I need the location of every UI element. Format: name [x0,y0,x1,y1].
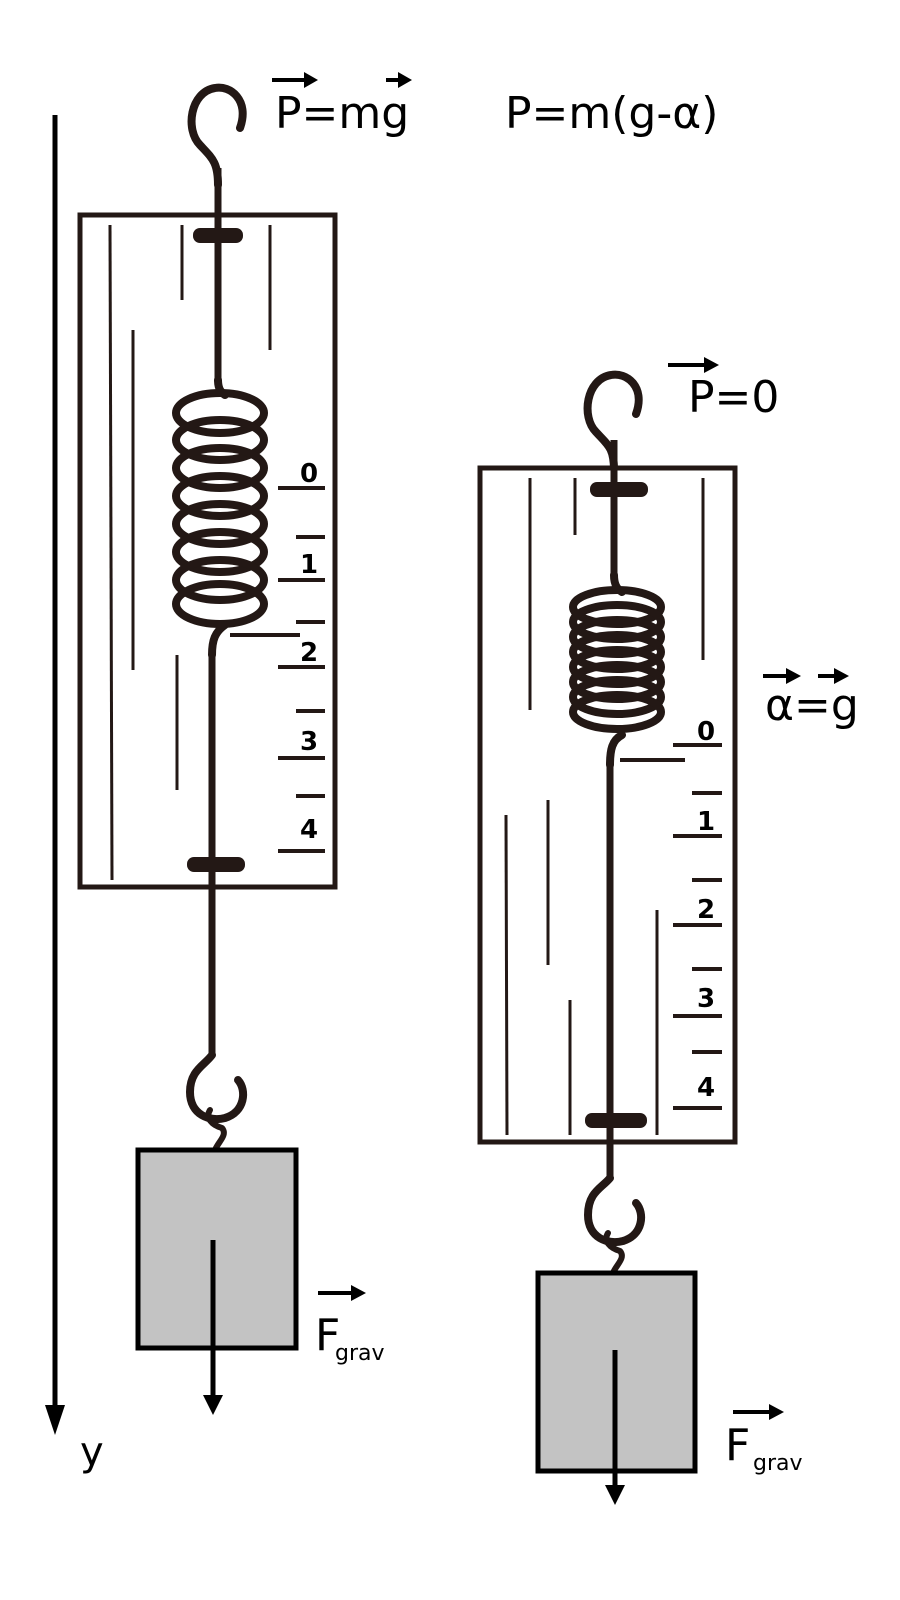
y-axis-label: y [80,1429,104,1475]
right-formula-p: P [688,372,715,423]
right-tick-label-0: 0 [697,717,715,747]
left-force-label: F grav [315,1285,385,1366]
left-frame-grain [108,224,272,881]
svg-text:α=g: α=g [765,680,859,731]
right-spring-coil [569,571,665,769]
left-force-main: F [315,1310,340,1361]
left-scale-frame [77,212,338,890]
right-formula-eq: =0 [715,372,780,423]
left-top-hook [187,83,247,189]
right-force-main: F [725,1420,750,1471]
left-spring-scale: P=mg P=m(g-α) [77,72,718,1415]
left-force-sub: grav [335,1341,385,1366]
right-weight-formula: P=0 [668,357,779,423]
right-force-label: F grav [725,1404,803,1476]
left-tick-label-3: 3 [300,727,318,757]
right-bottom-hook [584,1174,646,1246]
right-top-hook [583,370,643,474]
left-tick-label-2: 2 [300,638,318,668]
svg-text:P=0: P=0 [688,372,779,423]
right-formula-eq2: = [794,680,831,731]
right-spring-scale: P=0 α=g [477,357,859,1505]
left-tick-label-0: 0 [300,459,318,489]
svg-text:P=mg: P=mg [275,88,409,139]
left-formula-p: P [275,88,302,139]
right-formula-g: g [831,680,859,731]
right-formula-a: α [765,680,794,731]
right-frame-grain [504,478,705,1136]
left-spring-coil [172,376,268,659]
right-tick-label-1: 1 [697,807,715,837]
right-scale-ticks [673,743,722,1110]
right-force-sub: grav [753,1451,803,1476]
right-tick-label-2: 2 [697,895,715,925]
left-bottom-hook [186,1051,248,1123]
left-tick-label-1: 1 [300,550,318,580]
right-tick-label-4: 4 [697,1073,715,1103]
left-formula-scalar: P=m(g-α) [505,88,718,139]
left-weight-formula: P=mg P=m(g-α) [272,72,718,139]
left-scale-ticks [278,486,325,853]
left-formula-g: g [381,88,409,139]
right-tick-label-3: 3 [697,984,715,1014]
left-weight-block [135,1147,299,1351]
left-formula-eq: =m [302,88,382,139]
y-axis: y [45,115,104,1475]
left-tick-label-4: 4 [300,815,318,845]
right-accel-formula: α=g [763,668,859,731]
